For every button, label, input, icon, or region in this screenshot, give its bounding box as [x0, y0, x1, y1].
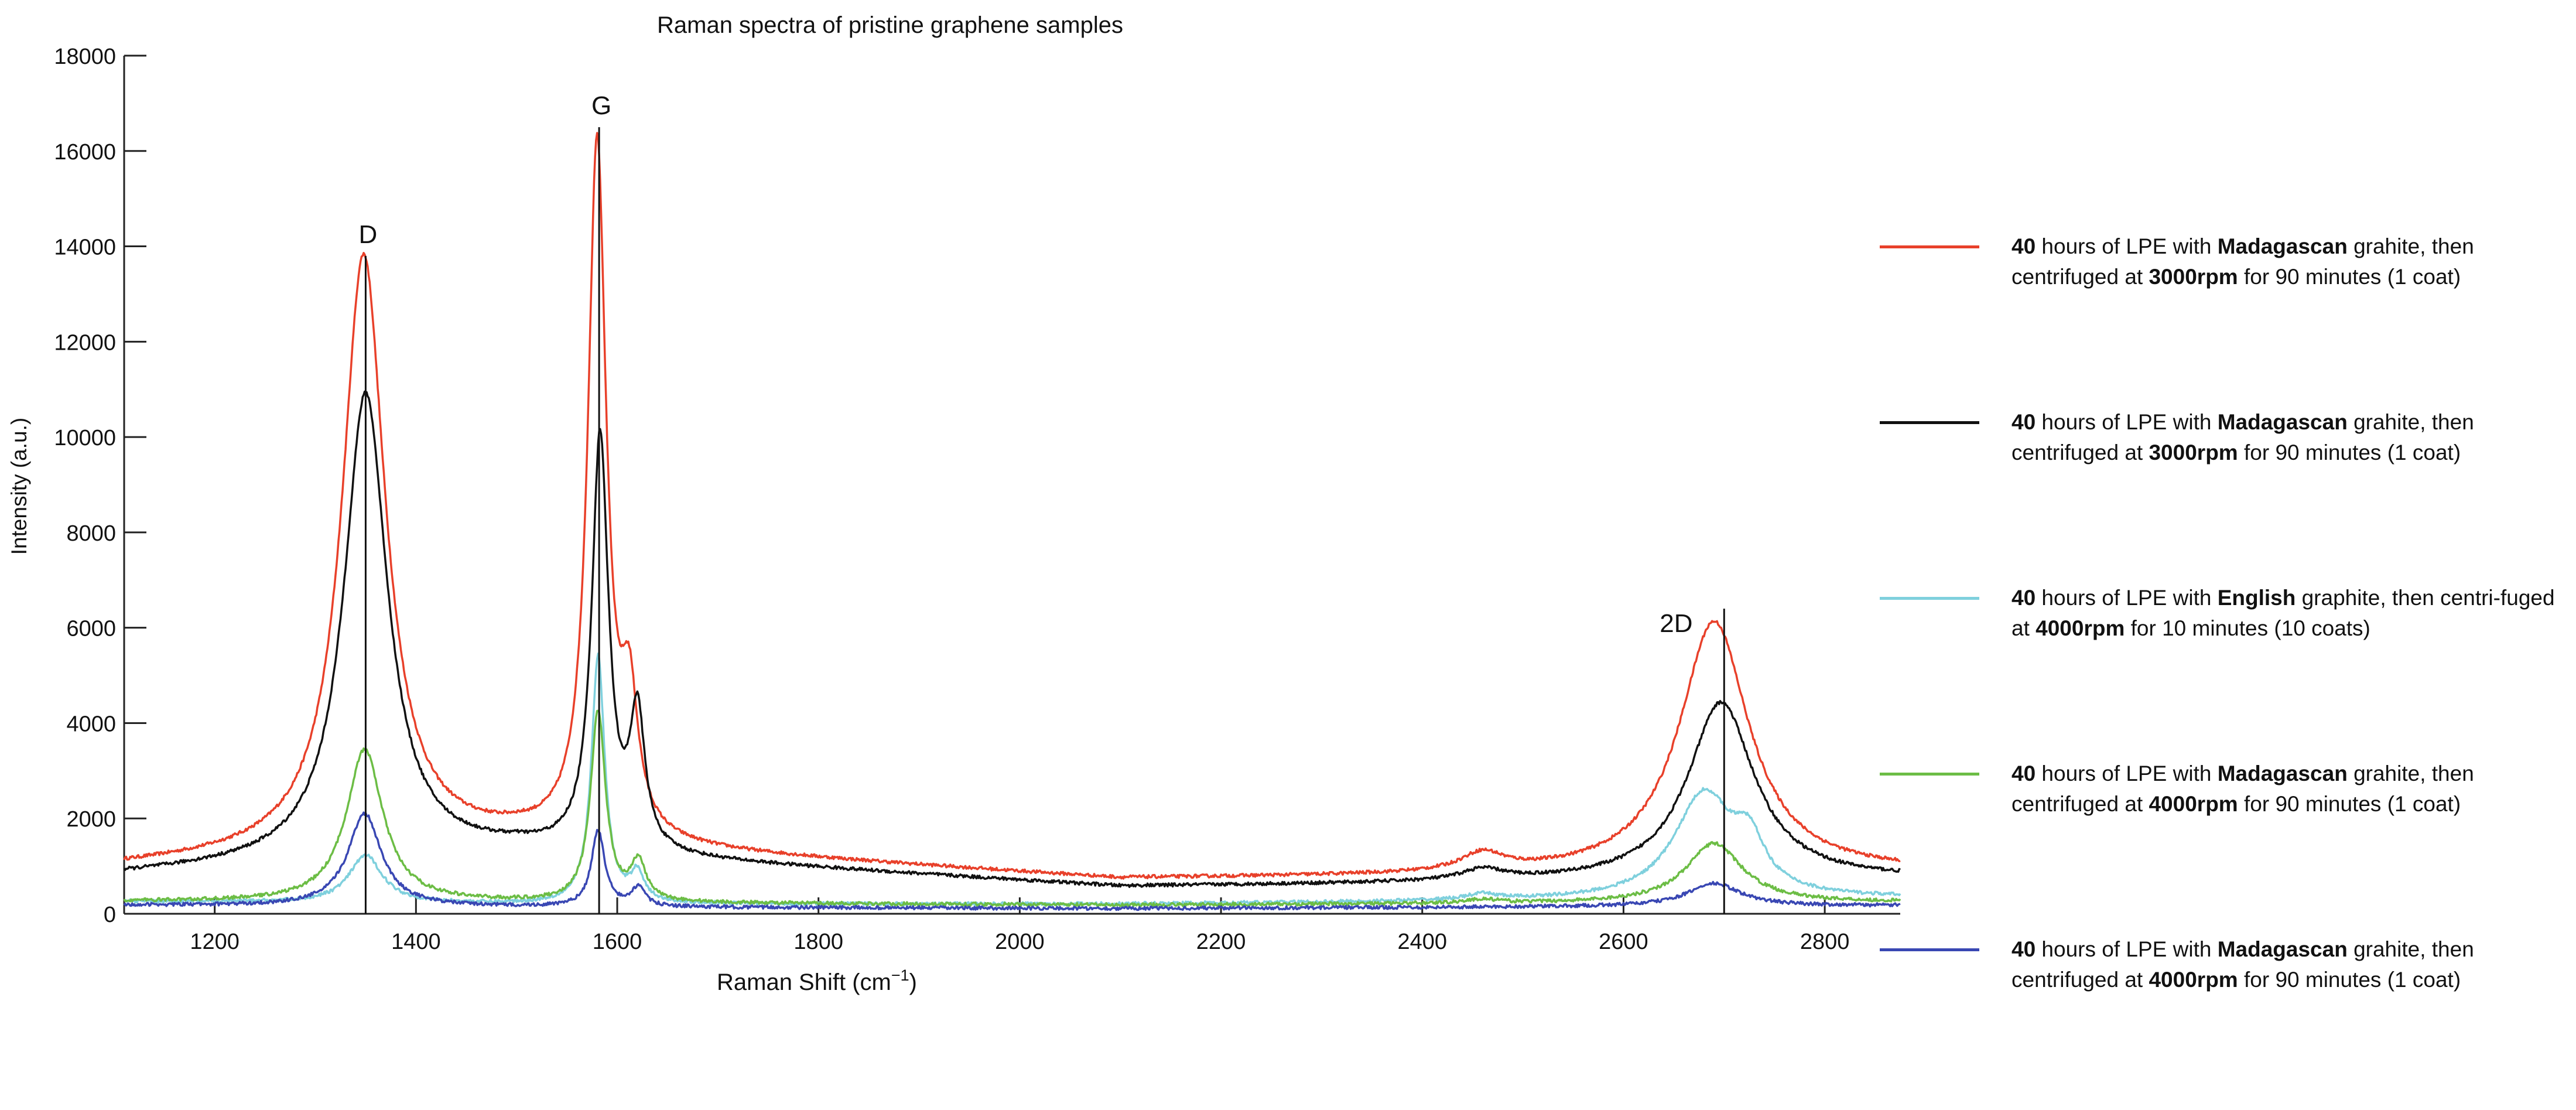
- peak-label: G: [591, 91, 611, 120]
- legend-label-bold: Madagascan: [2217, 234, 2348, 258]
- x-axis-label-end: ): [909, 969, 917, 995]
- legend: 40 hours of LPE with Madagascan grahite,…: [1880, 231, 2571, 1110]
- legend-label: 40 hours of LPE with Madagascan grahite,…: [2011, 759, 2574, 819]
- y-tick-label: 6000: [66, 617, 116, 641]
- legend-label-bold: 4000rpm: [2036, 616, 2125, 640]
- x-tick-label: 1800: [793, 930, 843, 954]
- y-axis: 0 2000 4000 6000 8000 10000 12000 14000 16000 180…: [54, 45, 146, 927]
- y-tick-label: 10000: [54, 426, 116, 450]
- legend-label-text: for 90 minutes (1 coat): [2238, 968, 2461, 992]
- legend-label-text: grahite, then centrifuged at: [2011, 234, 2474, 289]
- legend-label-bold: 40: [2011, 761, 2036, 785]
- y-tick-label: 8000: [66, 521, 116, 546]
- legend-swatch: [1880, 597, 1979, 600]
- legend-label-bold: English: [2217, 586, 2296, 610]
- x-axis: 1200 1400 1600 1800 2000 2200 2400 2600 2800: [124, 897, 1900, 954]
- x-tick-label: 2400: [1397, 930, 1447, 954]
- y-tick-label: 0: [104, 903, 116, 927]
- x-axis-label-sup: −1: [891, 966, 909, 984]
- legend-label-bold: 3000rpm: [2149, 440, 2238, 465]
- legend-label-text: grahite, then centrifuged at: [2011, 937, 2474, 992]
- legend-label-text: grahite, then centrifuged at: [2011, 410, 2474, 465]
- legend-label-bold: 3000rpm: [2149, 265, 2238, 289]
- legend-label-text: hours of LPE with: [2036, 234, 2218, 258]
- legend-label-text: graphite, then centri-fuged at: [2011, 586, 2555, 640]
- x-tick-label: 1200: [190, 930, 240, 954]
- y-axis-label: Intensity (a.u.): [7, 418, 31, 555]
- legend-swatch: [1880, 948, 1979, 951]
- legend-label-bold: 4000rpm: [2149, 792, 2238, 816]
- raman-chart: Raman spectra of pristine graphene sampl…: [7, 12, 2555, 995]
- legend-label-bold: 40: [2011, 586, 2036, 610]
- legend-item: 40 hours of LPE with Madagascan grahite,…: [1880, 934, 2571, 1028]
- legend-label-text: for 90 minutes (1 coat): [2238, 440, 2461, 465]
- legend-label-text: grahite, then centrifuged at: [2011, 761, 2474, 816]
- series-line-1: [123, 132, 1901, 880]
- peak-label: 2D: [1660, 609, 1692, 638]
- legend-label: 40 hours of LPE with English graphite, t…: [2011, 583, 2574, 644]
- legend-item: 40 hours of LPE with Madagascan grahite,…: [1880, 759, 2571, 852]
- legend-label-text: for 90 minutes (1 coat): [2238, 792, 2461, 816]
- legend-label-bold: Madagascan: [2217, 410, 2348, 434]
- legend-label: 40 hours of LPE with Madagascan grahite,…: [2011, 407, 2574, 468]
- legend-item: 40 hours of LPE with Madagascan grahite,…: [1880, 407, 2571, 501]
- legend-label-bold: 40: [2011, 234, 2036, 258]
- y-tick-label: 18000: [54, 45, 116, 69]
- y-tick-label: 14000: [54, 235, 116, 260]
- legend-label-text: hours of LPE with: [2036, 410, 2218, 434]
- x-tick-label: 2200: [1196, 930, 1246, 954]
- x-tick-label: 1600: [593, 930, 642, 954]
- x-axis-label-main: Raman Shift (cm: [717, 969, 891, 995]
- series-line-2: [123, 390, 1901, 889]
- x-tick-label: 2800: [1800, 930, 1850, 954]
- legend-item: 40 hours of LPE with Madagascan grahite,…: [1880, 231, 2571, 325]
- legend-label-text: hours of LPE with: [2036, 937, 2218, 961]
- series-line-4: [123, 709, 1901, 908]
- legend-swatch: [1880, 421, 1979, 424]
- y-tick-label: 16000: [54, 140, 116, 165]
- legend-label-text: hours of LPE with: [2036, 761, 2218, 785]
- x-tick-label: 2600: [1599, 930, 1648, 954]
- y-tick-label: 4000: [66, 712, 116, 736]
- legend-label-bold: 40: [2011, 410, 2036, 434]
- legend-label-text: for 10 minutes (10 coats): [2125, 616, 2370, 640]
- y-tick-label: 2000: [66, 807, 116, 832]
- legend-swatch: [1880, 773, 1979, 776]
- x-tick-label: 1400: [391, 930, 441, 954]
- legend-label-text: hours of LPE with: [2036, 586, 2218, 610]
- legend-label: 40 hours of LPE with Madagascan grahite,…: [2011, 934, 2574, 995]
- series-line-5: [123, 811, 1901, 911]
- legend-label-bold: 40: [2011, 937, 2036, 961]
- legend-item: 40 hours of LPE with English graphite, t…: [1880, 583, 2571, 677]
- legend-label: 40 hours of LPE with Madagascan grahite,…: [2011, 231, 2574, 292]
- series-line-3: [124, 653, 1901, 907]
- legend-label-bold: Madagascan: [2217, 761, 2348, 785]
- legend-label-bold: 4000rpm: [2149, 968, 2238, 992]
- peak-label: D: [359, 220, 378, 249]
- x-axis-label: Raman Shift (cm−1): [717, 966, 917, 995]
- chart-title: Raman spectra of pristine graphene sampl…: [657, 12, 1123, 38]
- x-tick-label: 2000: [995, 930, 1045, 954]
- legend-label-text: for 90 minutes (1 coat): [2238, 265, 2461, 289]
- y-tick-label: 12000: [54, 330, 116, 355]
- legend-swatch: [1880, 245, 1979, 248]
- legend-label-bold: Madagascan: [2217, 937, 2348, 961]
- series-layer: [123, 132, 1901, 911]
- peak-markers: D G 2D: [359, 91, 1725, 914]
- chart-canvas: Raman spectra of pristine graphene sampl…: [7, 12, 1901, 995]
